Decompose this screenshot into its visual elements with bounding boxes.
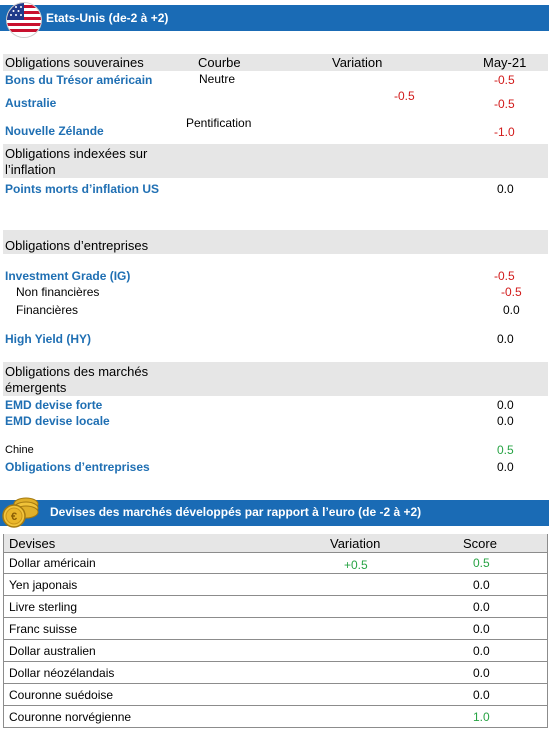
fx-row-line — [3, 639, 548, 640]
fx-header-score: Score — [463, 536, 497, 551]
treasuries-courbe: Neutre — [199, 72, 236, 86]
fx-score: 0.0 — [473, 578, 490, 592]
fx-score: 0.0 — [473, 644, 490, 658]
non-financial-score: -0.5 — [501, 285, 522, 299]
fx-row-line — [3, 727, 548, 728]
em-corp-label: Obligations d’entreprises — [5, 460, 150, 474]
fx-table — [3, 534, 548, 728]
em-header-line1: Obligations des marchés — [5, 364, 149, 379]
em-header-line2: émergents — [5, 380, 67, 395]
fx-score: 1.0 — [473, 710, 490, 724]
fx-right-border — [547, 534, 548, 728]
fx-currency-name: Livre sterling — [9, 600, 78, 614]
fx-left-border — [3, 534, 4, 728]
indexed-header-line2: l’inflation — [5, 162, 56, 177]
variation-header: Variation — [332, 55, 383, 70]
fx-score: 0.0 — [473, 600, 490, 614]
fx-currency-name: Franc suisse — [9, 622, 78, 636]
breakeven-label: Points morts d’inflation US — [5, 182, 160, 196]
svg-text:€: € — [11, 511, 17, 523]
em-corp-score: 0.0 — [497, 460, 514, 474]
nz-score: -1.0 — [494, 125, 515, 139]
emd-hard-label: EMD devise forte — [5, 398, 103, 412]
courbe-header: Courbe — [198, 55, 241, 70]
us-flag-icon — [6, 2, 42, 38]
emd-local-label: EMD devise locale — [5, 414, 110, 428]
fx-currency-name: Dollar néozélandais — [9, 666, 115, 680]
corporate-header-row — [3, 230, 548, 254]
fx-score: 0.0 — [473, 622, 490, 636]
breakeven-score: 0.0 — [497, 182, 514, 196]
us-section-header — [0, 5, 549, 31]
fx-row-line — [3, 683, 548, 684]
fx-score: 0.5 — [473, 556, 490, 570]
emd-hard-score: 0.0 — [497, 398, 514, 412]
fx-currency-name: Dollar américain — [9, 556, 96, 570]
fx-section-header — [0, 500, 549, 526]
date-header: May-21 — [483, 55, 527, 70]
fx-row-line — [3, 595, 548, 596]
emd-local-score: 0.0 — [497, 414, 514, 428]
fx-variation: +0.5 — [344, 558, 368, 572]
fx-currency-name: Couronne norvégienne — [9, 710, 132, 724]
fx-header-variation: Variation — [330, 536, 381, 551]
fx-row-line — [3, 705, 548, 706]
hy-score: 0.0 — [497, 332, 514, 346]
fx-score: 0.0 — [473, 688, 490, 702]
treasuries-score: -0.5 — [494, 73, 515, 87]
em-header-row — [3, 362, 548, 396]
indexed-header-line1: Obligations indexées sur — [5, 146, 148, 161]
corporate-header: Obligations d’entreprises — [5, 238, 149, 253]
financial-label: Financières — [16, 303, 79, 317]
fx-header-devises: Devises — [9, 536, 56, 551]
hy-label: High Yield (HY) — [5, 332, 92, 346]
treasuries-label: Bons du Trésor américain — [5, 73, 153, 87]
fx-score: 0.0 — [473, 666, 490, 680]
euro-coins-icon: € — [2, 494, 42, 530]
ig-score: -0.5 — [494, 269, 515, 283]
indexed-header-row — [3, 144, 548, 178]
fx-currency-name: Dollar australien — [9, 644, 96, 658]
sovereign-header-label: Obligations souveraines — [5, 55, 144, 70]
us-section-title: Etats-Unis (de-2 à +2) — [46, 11, 169, 25]
fx-row-line — [3, 661, 548, 662]
fx-section-title: Devises des marchés développés par rappo… — [50, 505, 422, 519]
fx-currency-name: Yen japonais — [9, 578, 78, 592]
china-label: Chine — [5, 444, 34, 456]
financial-score: 0.0 — [503, 303, 520, 317]
sovereign-header-row — [3, 54, 548, 71]
australia-label: Australie — [5, 96, 57, 110]
non-financial-label: Non financières — [16, 285, 100, 299]
nz-label: Nouvelle Zélande — [5, 124, 104, 138]
china-score: 0.5 — [497, 443, 514, 457]
fx-row-line — [3, 573, 548, 574]
ig-label: Investment Grade (IG) — [5, 269, 131, 283]
fx-header-line — [3, 552, 548, 553]
australia-score: -0.5 — [494, 97, 515, 111]
sovereign-variation: -0.5 — [394, 89, 415, 103]
fx-row-line — [3, 617, 548, 618]
nz-courbe: Pentification — [186, 116, 252, 130]
fx-currency-name: Couronne suédoise — [9, 688, 114, 702]
